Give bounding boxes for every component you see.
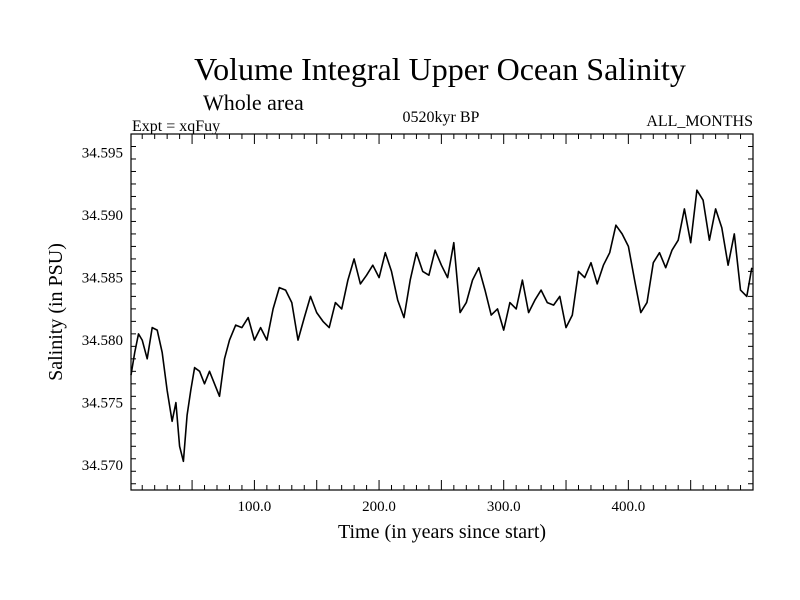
x-tick-label: 100.0 [238, 499, 272, 515]
x-axis: 100.0 200.0 300.0 400.0 [141, 134, 742, 515]
y-tick-label: 34.585 [82, 271, 123, 287]
experiment-label: Expt = xqFuy [132, 118, 220, 135]
plot-frame [130, 133, 754, 491]
chart-subtitle: Whole area [203, 90, 304, 115]
y-axis: 34.570 34.575 34.580 34.585 34.590 34.595 [82, 133, 753, 485]
salinity-series-line [130, 189, 753, 463]
x-axis-label: Time (in years since start) [338, 521, 546, 543]
y-tick-label: 34.595 [82, 146, 123, 162]
y-tick-label: 34.580 [82, 333, 123, 349]
months-label: ALL_MONTHS [646, 113, 753, 130]
y-tick-label: 34.570 [82, 458, 123, 474]
chart-title: Volume Integral Upper Ocean Salinity [194, 51, 686, 87]
x-tick-label: 200.0 [362, 499, 396, 515]
y-axis-label: Salinity (in PSU) [45, 243, 67, 381]
x-tick-label: 300.0 [487, 499, 521, 515]
y-tick-label: 34.575 [82, 396, 123, 412]
period-label: 0520kyr BP [403, 109, 480, 126]
x-tick-label: 400.0 [611, 499, 645, 515]
y-tick-label: 34.590 [82, 208, 123, 224]
